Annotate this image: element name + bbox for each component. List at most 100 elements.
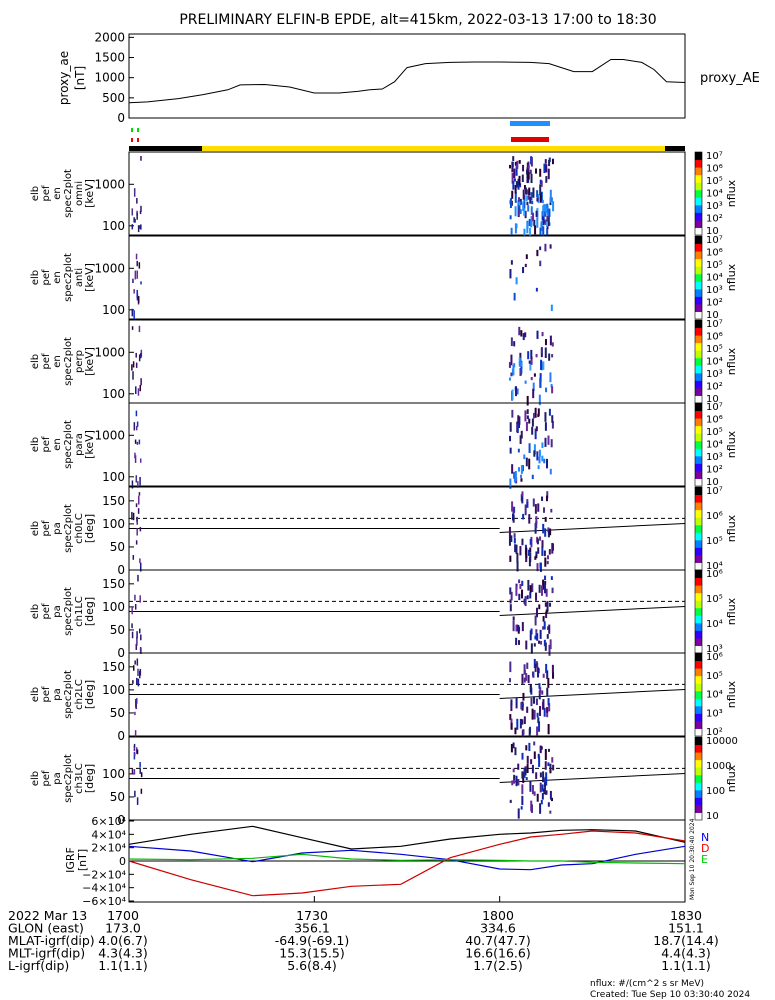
colorbar-segment bbox=[695, 539, 702, 548]
spectrogram-pixel bbox=[516, 160, 519, 169]
spectrogram-pixel bbox=[544, 602, 547, 607]
spectrogram-pixel bbox=[542, 205, 545, 216]
spectrogram-pixel bbox=[552, 671, 555, 679]
spectrogram-pixel bbox=[517, 448, 520, 453]
spectrogram-pixel bbox=[542, 217, 545, 226]
spectrogram-pixel bbox=[548, 353, 551, 361]
spectrogram-pixel bbox=[132, 555, 135, 560]
igrf-ytick-label: −4×10⁴ bbox=[82, 882, 126, 895]
spectrogram-pixel bbox=[546, 228, 549, 235]
colorbar-tick-label: 10³ bbox=[706, 644, 723, 655]
spectrogram-pixel bbox=[526, 662, 529, 669]
spectrogram-pixel bbox=[131, 606, 133, 615]
spectrogram-pixel bbox=[536, 190, 539, 198]
spectrogram-pixel bbox=[528, 458, 531, 470]
spectrogram-pixel bbox=[541, 540, 544, 548]
panel-ylabel-part: spec2plot bbox=[63, 587, 74, 636]
no-data-bar-left bbox=[129, 146, 202, 151]
colorbar-segment bbox=[695, 418, 702, 427]
spectrogram-pixel bbox=[131, 208, 134, 216]
spectrogram-pixel bbox=[539, 745, 542, 754]
igrf-ylabel-line2: [nT] bbox=[76, 849, 89, 871]
spectrogram-pixel bbox=[138, 439, 141, 445]
spectrogram-pixel bbox=[514, 206, 517, 217]
spectrogram-pixel bbox=[524, 380, 527, 384]
spectrogram-pixel bbox=[513, 533, 516, 538]
colorbar-label: nflux bbox=[725, 680, 738, 708]
spectrogram-pixel bbox=[539, 782, 542, 793]
energy-ytick-label: 100 bbox=[102, 387, 125, 401]
spectrogram-pixel bbox=[538, 683, 541, 689]
spectrogram-pixel bbox=[544, 528, 547, 537]
pa-ytick-label: 150 bbox=[102, 660, 125, 674]
footer-row-label: MLAT-igrf(dip) bbox=[8, 933, 95, 948]
spectrogram-pixel bbox=[544, 159, 547, 164]
spectrogram-pixel bbox=[524, 504, 527, 516]
panel-ylabel-part: spec2plot bbox=[63, 169, 74, 218]
panel-ylabel-part: elb bbox=[30, 771, 41, 786]
panel-ylabel-part: pef bbox=[41, 686, 52, 703]
spectrogram-pixel bbox=[539, 184, 542, 196]
panel-ylabel-part: pef bbox=[41, 603, 52, 620]
spectrogram-panel-3: 100 1000 elb pef en spec2plot perp[keV] bbox=[30, 319, 686, 406]
spectrogram-pixel bbox=[538, 449, 541, 457]
colorbar-segment bbox=[695, 622, 702, 631]
spectrogram-pixel bbox=[525, 554, 528, 563]
spectrogram-pixel bbox=[550, 439, 553, 448]
colorbar-segment bbox=[695, 236, 702, 245]
spectrogram-pixel bbox=[531, 708, 534, 720]
panel-ylabel-part: elb bbox=[30, 521, 41, 536]
spectrogram-pixel bbox=[510, 699, 513, 706]
spectrogram-pixel bbox=[545, 495, 548, 502]
spectrogram-pixel bbox=[517, 779, 520, 786]
colorbar-tick-label: 10³ bbox=[706, 201, 723, 212]
spectrogram-pixel bbox=[134, 439, 137, 444]
colorbar-tick-label: 10⁵ bbox=[706, 536, 723, 547]
spectrogram-pixel bbox=[542, 673, 545, 678]
colorbar-segment bbox=[695, 204, 702, 213]
colorbar-segment bbox=[695, 675, 702, 684]
colorbar-tick-label: 10 bbox=[706, 226, 719, 237]
footer-cell: 18.7(14.4) bbox=[653, 933, 718, 948]
spectrogram-pixel bbox=[522, 692, 525, 701]
spectrogram-pixel bbox=[526, 169, 529, 175]
spectrogram-pixel bbox=[509, 714, 512, 721]
spectrogram-pixel bbox=[523, 598, 526, 605]
spectrogram-pixel bbox=[536, 793, 539, 802]
spectrogram-pixel bbox=[516, 718, 519, 730]
spectrogram-pixel bbox=[136, 198, 138, 204]
spectrogram-pixel bbox=[523, 716, 526, 725]
spectrogram-pixel bbox=[544, 581, 547, 585]
spectrogram-pixel bbox=[540, 222, 543, 232]
ae-ytick-label: 1500 bbox=[94, 51, 125, 65]
igrf-label-d: D bbox=[701, 842, 709, 855]
spectrogram-pixel bbox=[523, 185, 526, 190]
spectrogram-pixel bbox=[521, 784, 524, 795]
colorbar-tick-label: 10⁵ bbox=[706, 594, 723, 605]
spectrogram-pixel bbox=[535, 629, 538, 633]
spectrogram-pixel bbox=[525, 745, 528, 751]
spectrogram-pixel bbox=[518, 175, 521, 185]
spectrogram-pixel bbox=[528, 443, 531, 453]
panel-ylabel-part: [deg] bbox=[83, 514, 96, 543]
colorbar-tick-label: 10⁴ bbox=[706, 561, 723, 572]
spectrogram-pixel bbox=[550, 304, 553, 312]
spectrogram-pixel bbox=[536, 249, 539, 257]
spectrogram-pixel bbox=[136, 749, 139, 755]
science-zone-bar bbox=[202, 146, 665, 151]
spectrogram-pixel bbox=[522, 513, 525, 520]
colorbar-segment bbox=[695, 720, 702, 729]
spectrogram-pixel bbox=[547, 530, 550, 538]
colorbar-tick-label: 10² bbox=[706, 382, 723, 393]
spectrogram-pixel bbox=[535, 354, 538, 358]
panel-frame bbox=[128, 402, 686, 487]
spectrogram-pixel bbox=[509, 478, 512, 489]
pa-ytick-label: 0 bbox=[117, 813, 125, 827]
spectrogram-pixel bbox=[551, 757, 554, 763]
spectrogram-pixel bbox=[530, 219, 533, 228]
spectrogram-pixel bbox=[518, 579, 521, 584]
spectrogram-pixel bbox=[528, 360, 531, 364]
spectrogram-pixel bbox=[523, 228, 526, 236]
colorbar-frame bbox=[694, 235, 703, 320]
